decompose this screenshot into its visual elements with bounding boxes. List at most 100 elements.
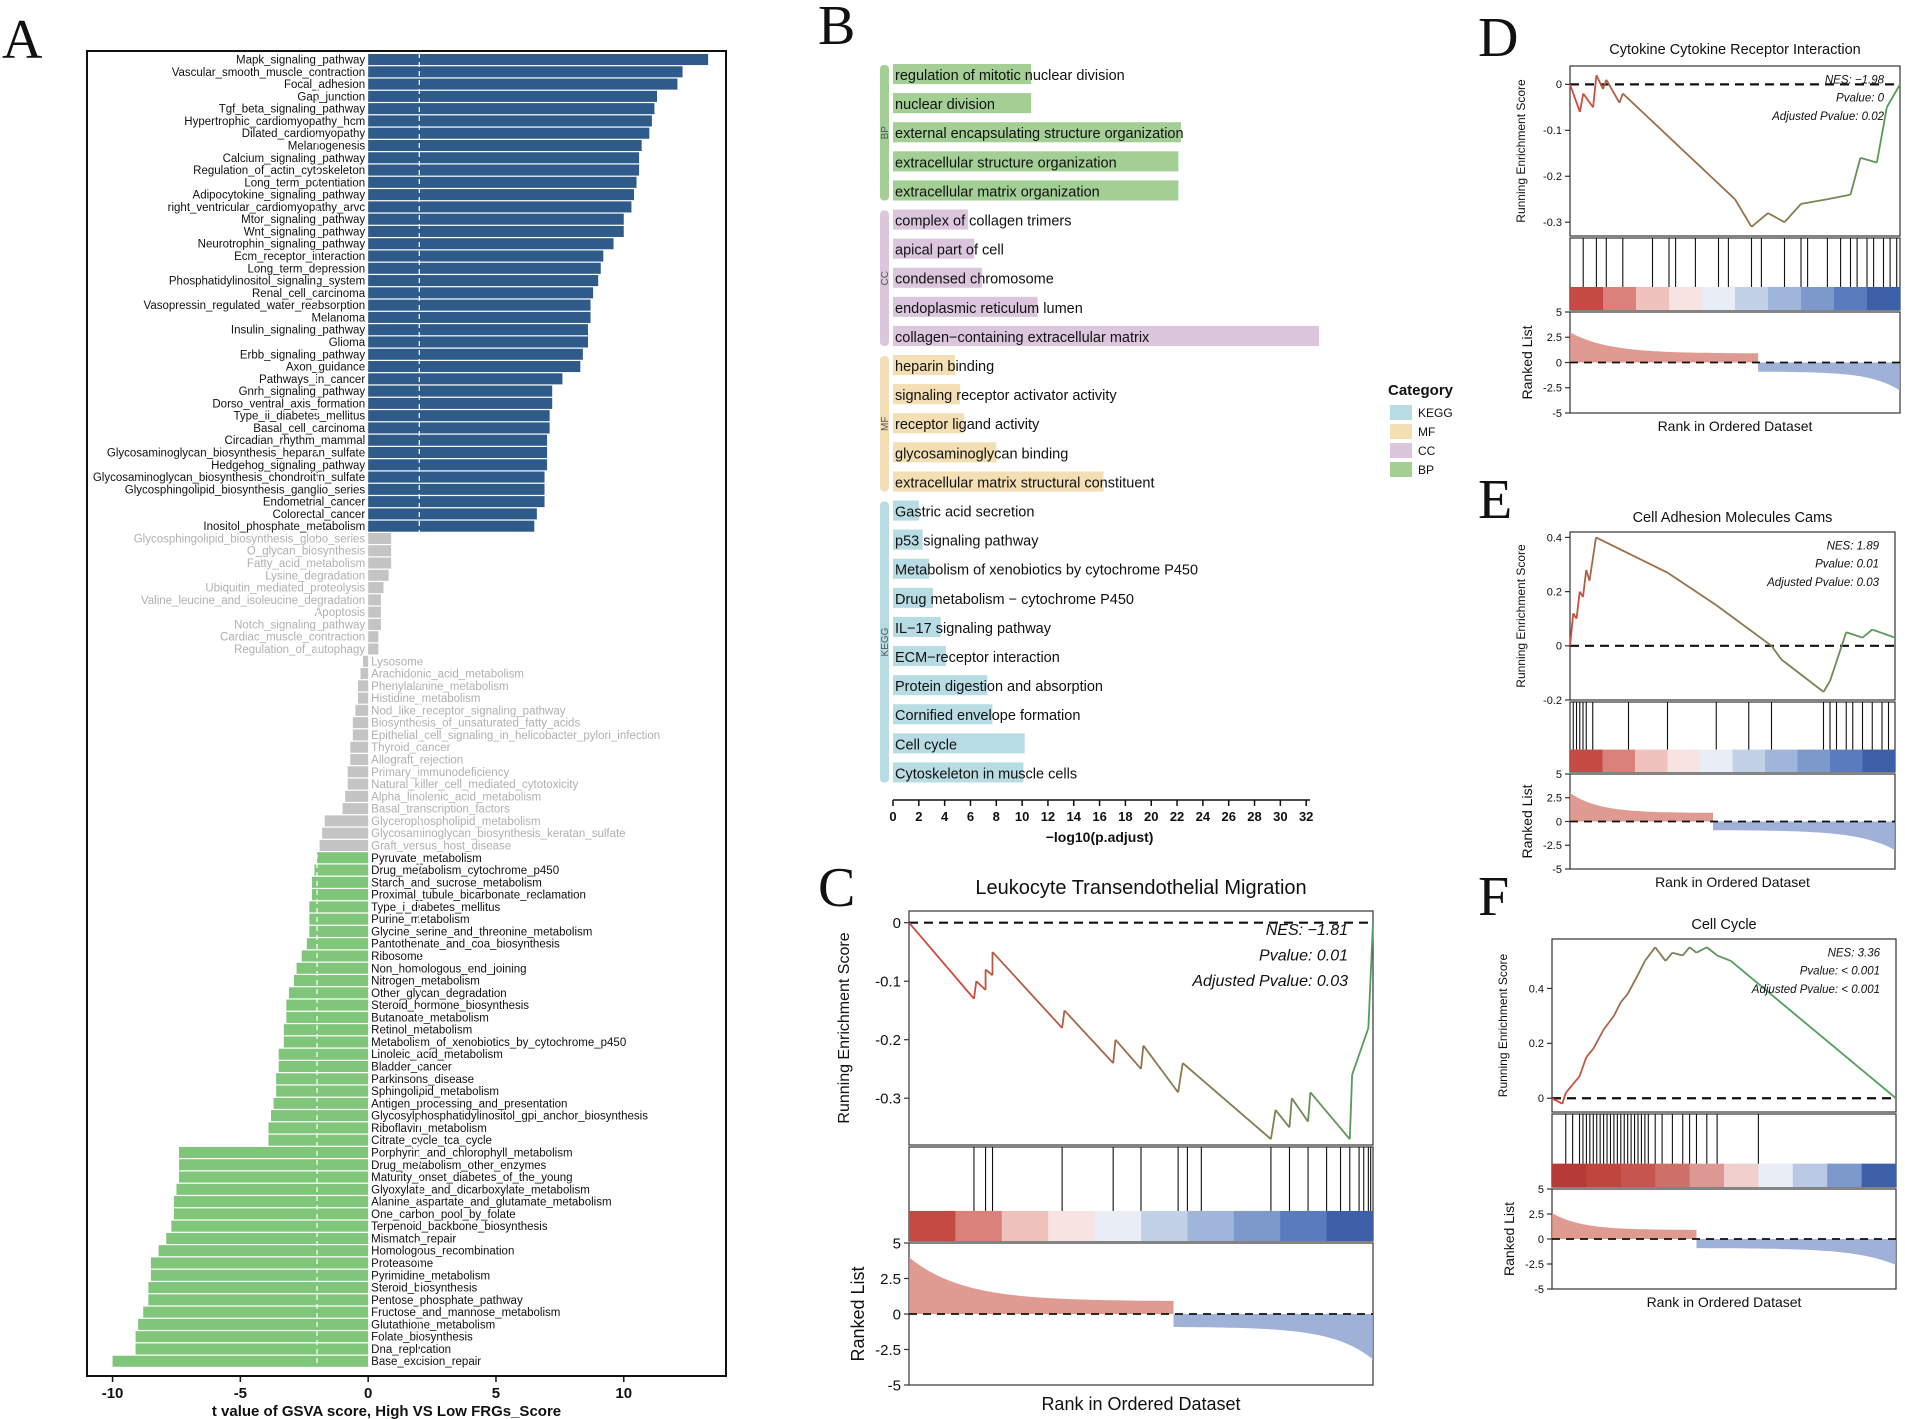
bar-label: Regulation_of_autophagy xyxy=(234,644,365,656)
bar xyxy=(368,311,591,323)
bar-label: Glycosaminoglycan_biosynthesis_keratan_s… xyxy=(371,828,625,840)
bar xyxy=(368,176,637,188)
es-curve-segment xyxy=(975,980,987,991)
bar xyxy=(268,1134,369,1146)
bar xyxy=(276,1073,369,1085)
es-curve-segment xyxy=(1626,974,1639,995)
y-tick-label: 0.4 xyxy=(1547,532,1562,544)
bar-label: Butanoate_metabolism xyxy=(371,1012,489,1024)
pvalue-label: Pvalue: 0.01 xyxy=(1259,948,1348,965)
bar-label: Glycosphingolipid_biosynthesis_globo_ser… xyxy=(134,533,366,545)
bar-label: Lysine_degradation xyxy=(265,570,365,582)
bar xyxy=(368,299,591,311)
bar xyxy=(271,1110,369,1122)
y-tick-label: 0 xyxy=(1556,79,1562,91)
gsea-title: Leukocyte Transendothelial Migration xyxy=(975,877,1306,899)
y2-tick-label: 0 xyxy=(1556,816,1562,828)
es-curve-segment xyxy=(1565,1083,1574,1094)
term-label: endoplasmic reticulum lumen xyxy=(895,301,1083,317)
bar-label: Colorectal_cancer xyxy=(272,509,365,521)
nes-label: NES: 3.36 xyxy=(1828,947,1881,959)
bar-label: Calcium_signaling_pathway xyxy=(223,153,366,165)
enrichment-bar xyxy=(893,413,965,434)
bar-label: Proteasome xyxy=(371,1258,433,1270)
panel-letter-a: A xyxy=(2,9,43,71)
enrichment-bar xyxy=(893,471,1104,492)
es-curve-segment xyxy=(1307,1092,1312,1122)
bar xyxy=(309,913,369,925)
heat-cell xyxy=(1732,749,1766,772)
bar-label: Histidine_metabolism xyxy=(371,693,480,705)
bar-label: Basal_transcription_factors xyxy=(371,804,510,816)
bar xyxy=(368,422,550,434)
es-curve-segment xyxy=(1664,952,1674,962)
bar-label: Ribosome xyxy=(371,951,423,963)
es-curve-segment xyxy=(1672,951,1683,957)
es-curve-segment xyxy=(1061,1010,1066,1029)
x-tick-label: 22 xyxy=(1170,809,1184,824)
bar-label: Steroid_biosynthesis xyxy=(371,1283,477,1295)
bar xyxy=(368,532,392,544)
heat-cell xyxy=(1094,1210,1142,1241)
x-tick-label: 16 xyxy=(1092,809,1106,824)
y-axis-title: Running Enrichment Score xyxy=(1514,79,1528,223)
bar-label: Cardiac_muscle_contraction xyxy=(220,632,365,644)
bar xyxy=(368,78,678,90)
bar xyxy=(347,778,369,790)
bar-label: Folate_biosynthesis xyxy=(371,1332,473,1344)
es-frame xyxy=(1569,65,1901,237)
category-strip-label: BP xyxy=(880,126,891,140)
es-frame xyxy=(1551,938,1897,1113)
bar-label: Glutathione_metabolism xyxy=(371,1319,495,1331)
bar-label: Base_excision_repair xyxy=(371,1356,481,1368)
bar xyxy=(319,839,369,851)
bar-label: Proximal_tubule_bicarbonate_reclamation xyxy=(371,890,586,902)
bar-label: Mismatch_repair xyxy=(371,1233,456,1245)
heat-cell xyxy=(1830,749,1864,772)
es-curve-segment xyxy=(1822,680,1831,693)
bar-label: Long_term_potentiation xyxy=(244,177,365,189)
category-strip xyxy=(880,65,889,201)
es-curve-segment xyxy=(1569,613,1575,646)
y2-tick-label: -2.5 xyxy=(1543,383,1562,395)
x-axis-title: Rank in Ordered Dataset xyxy=(1655,874,1810,890)
y2-tick-label: -5 xyxy=(1534,1284,1544,1296)
bar-label: Porphyrin_and_chlorophyll_metabolism xyxy=(371,1147,572,1159)
bar-label: Glioma xyxy=(329,337,366,349)
enrichment-bar xyxy=(893,500,919,521)
heat-cell xyxy=(1667,749,1701,772)
nes-label: NES: 1.89 xyxy=(1827,540,1880,552)
bar-label: Adipocytokine_signaling_pathway xyxy=(193,190,366,202)
bar-label: Type_ii_diabetes_mellitus xyxy=(233,411,365,423)
x-tick-label: 0 xyxy=(889,809,896,824)
bar xyxy=(368,582,384,594)
es-curve-segment xyxy=(1618,93,1624,104)
bar xyxy=(368,385,553,397)
bar xyxy=(368,618,381,630)
es-curve-segment xyxy=(1288,1098,1293,1128)
bar xyxy=(368,287,594,299)
bar xyxy=(368,115,652,127)
x-tick-label: 32 xyxy=(1299,809,1313,824)
bar xyxy=(368,545,392,557)
term-label: complex of collagen trimers xyxy=(895,214,1072,230)
bar-label: Retinol_metabolism xyxy=(371,1025,472,1037)
panel-d-gsea-plot: Cytokine Cytokine Receptor Interaction 0 -… xyxy=(1514,42,1901,434)
es-curve-segment xyxy=(1845,631,1863,639)
bar xyxy=(368,103,655,115)
adjusted-pvalue-label: Adjusted Pvalue: 0.03 xyxy=(1191,973,1348,990)
bar-label: Inositol_phosphate_metabolism xyxy=(203,521,365,533)
bar-label: Other_glycan_degradation xyxy=(371,988,507,1000)
bar-label: Type_i_diabetes_mellitus xyxy=(371,902,500,914)
bar-label: Erbb_signaling_pathway xyxy=(240,349,366,361)
term-label: Gastric acid secretion xyxy=(895,505,1034,521)
es-curve-segment xyxy=(1182,1062,1272,1140)
panel-f-gsea-plot: Cell Cycle 0.4 0.2 0 Running Enrichment Scor… xyxy=(1496,917,1897,1310)
bar-label: Nitrogen_metabolism xyxy=(371,976,480,988)
enrichment-bar xyxy=(893,93,1032,114)
es-curve-segment xyxy=(1291,1097,1309,1123)
bar-label: Axon_guidance xyxy=(286,362,365,374)
heat-cell xyxy=(1048,1210,1096,1241)
term-label: nuclear division xyxy=(895,97,995,113)
bar-label: Circadian_rhythm_mammal xyxy=(225,435,366,447)
